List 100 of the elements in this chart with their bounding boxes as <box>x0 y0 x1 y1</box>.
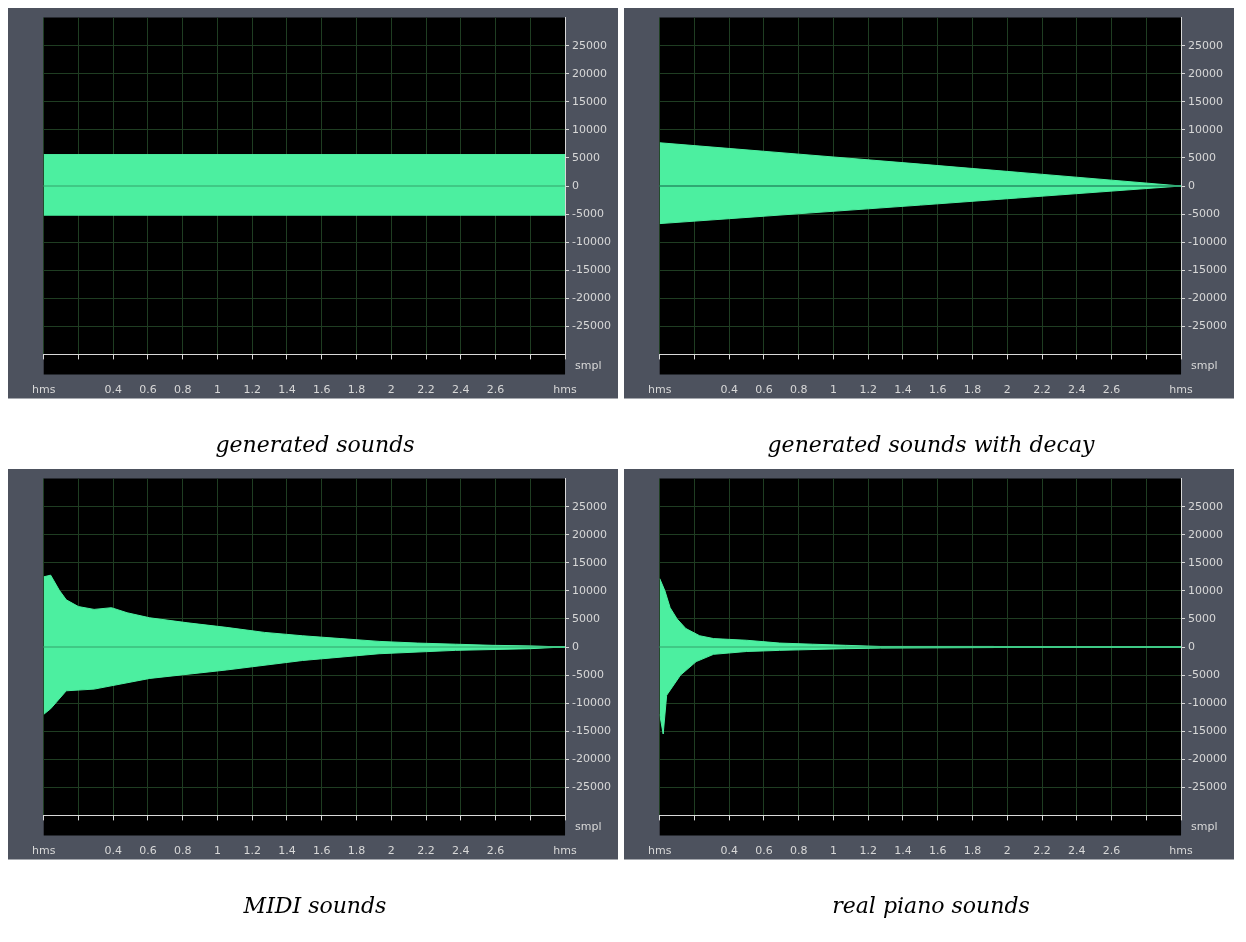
y-tick-label: -15000 <box>572 724 612 738</box>
y-tick-label: 25000 <box>572 499 608 513</box>
y-tick-label: -10000 <box>1188 234 1228 248</box>
y-tick-label: 10000 <box>1188 122 1224 136</box>
y-tick-label: 20000 <box>572 66 608 80</box>
x-tick-label: 1.2 <box>243 382 261 396</box>
x-tick-label: hms <box>553 843 578 857</box>
x-tick-label: 0.8 <box>173 382 192 396</box>
y-axis-title: smpl <box>575 820 602 834</box>
x-tick-label: 1.4 <box>278 382 296 396</box>
x-tick-label: 0.4 <box>104 843 122 857</box>
text: generated sounds <box>215 431 415 457</box>
x-tick-label: 0.6 <box>139 843 157 857</box>
x-tick-label: hms <box>32 843 56 857</box>
y-tick-label: 0 <box>572 178 580 192</box>
x-tick-label: 1 <box>829 382 837 396</box>
y-tick-label: -15000 <box>572 263 612 277</box>
y-axis-title: smpl <box>1191 359 1218 373</box>
x-tick-label: 2.2 <box>1033 843 1051 857</box>
x-tick-label: 2 <box>1003 382 1011 396</box>
y-tick-label: 20000 <box>572 527 608 541</box>
y-tick-label: 10000 <box>572 122 608 136</box>
y-tick-label: -5000 <box>1188 667 1221 681</box>
x-tick-label: 1.2 <box>243 843 261 857</box>
x-tick-label: 0.4 <box>720 382 738 396</box>
x-tick-label: 0.8 <box>789 843 808 857</box>
y-tick-label: -20000 <box>572 752 612 766</box>
y-tick-label: 10000 <box>1188 583 1224 597</box>
x-tick-label: 1.2 <box>859 843 877 857</box>
y-tick-label: -20000 <box>1188 752 1228 766</box>
y-tick-label: -25000 <box>1188 319 1228 333</box>
x-tick-label: 0.6 <box>139 382 157 396</box>
x-tick-label: 2.4 <box>452 843 470 857</box>
y-tick-label: -15000 <box>1188 724 1228 738</box>
x-tick-label: hms <box>648 843 672 857</box>
x-tick-label: hms <box>1169 382 1194 396</box>
text: MIDI sounds <box>242 892 387 918</box>
x-tick-label: 1.8 <box>963 843 982 857</box>
x-tick-label: 2.6 <box>486 382 505 396</box>
y-tick-label: -5000 <box>572 206 605 220</box>
y-tick-label: 5000 <box>572 611 601 625</box>
y-tick-label: 25000 <box>1188 499 1224 513</box>
x-tick-label: 2.4 <box>452 382 470 396</box>
y-tick-label: -5000 <box>1188 206 1221 220</box>
y-tick-label: -10000 <box>572 234 612 248</box>
x-tick-label: 2 <box>387 382 395 396</box>
y-tick-label: -10000 <box>1188 695 1228 709</box>
x-tick-label: 1.4 <box>894 843 912 857</box>
x-tick-label: 1.8 <box>347 843 366 857</box>
y-tick-label: -15000 <box>1188 263 1228 277</box>
y-tick-label: -20000 <box>1188 291 1228 305</box>
y-tick-label: -25000 <box>572 319 612 333</box>
y-tick-label: 25000 <box>572 38 608 52</box>
x-tick-label: 2 <box>1003 843 1011 857</box>
x-tick-label: 1 <box>213 382 221 396</box>
x-tick-label: 1.8 <box>963 382 982 396</box>
x-tick-label: 2.6 <box>1102 382 1121 396</box>
x-tick-label: 1.2 <box>859 382 877 396</box>
y-tick-label: 15000 <box>1188 94 1224 108</box>
y-tick-label: 20000 <box>1188 527 1224 541</box>
y-tick-label: 20000 <box>1188 66 1224 80</box>
x-tick-label: 2 <box>387 843 395 857</box>
x-tick-label: hms <box>32 382 56 396</box>
y-tick-label: -20000 <box>572 291 612 305</box>
x-tick-label: hms <box>1169 843 1194 857</box>
y-tick-label: 0 <box>572 639 580 653</box>
x-tick-label: 2.2 <box>1033 382 1051 396</box>
x-tick-label: 0.4 <box>720 843 738 857</box>
x-tick-label: 1.8 <box>347 382 366 396</box>
y-tick-label: -25000 <box>1188 780 1228 794</box>
x-tick-label: 2.4 <box>1068 843 1086 857</box>
y-tick-label: -10000 <box>572 695 612 709</box>
x-tick-label: 1 <box>213 843 221 857</box>
x-tick-label: 2.6 <box>486 843 505 857</box>
y-tick-label: 25000 <box>1188 38 1224 52</box>
x-tick-label: 2.2 <box>417 843 435 857</box>
x-tick-label: 1.4 <box>278 843 296 857</box>
text: real piano sounds <box>832 892 1030 918</box>
x-tick-label: 0.4 <box>104 382 122 396</box>
x-tick-label: 0.8 <box>789 382 808 396</box>
x-tick-label: 1.4 <box>894 382 912 396</box>
x-tick-label: 1.6 <box>313 843 331 857</box>
x-tick-label: 1.6 <box>929 382 947 396</box>
y-tick-label: -5000 <box>572 667 605 681</box>
y-axis-title: smpl <box>1191 820 1218 834</box>
x-tick-label: hms <box>553 382 578 396</box>
x-tick-label: hms <box>648 382 672 396</box>
y-tick-label: 15000 <box>1188 555 1224 569</box>
y-axis-title: smpl <box>575 359 602 373</box>
x-tick-label: 2.6 <box>1102 843 1121 857</box>
x-tick-label: 2.2 <box>417 382 435 396</box>
text: generated sounds with decay <box>767 431 1096 457</box>
x-tick-label: 2.4 <box>1068 382 1086 396</box>
y-tick-label: -25000 <box>572 780 612 794</box>
x-tick-label: 1.6 <box>929 843 947 857</box>
x-tick-label: 0.8 <box>173 843 192 857</box>
x-tick-label: 0.6 <box>755 843 773 857</box>
y-tick-label: 0 <box>1188 639 1196 653</box>
y-tick-label: 15000 <box>572 94 608 108</box>
x-tick-label: 1.6 <box>313 382 331 396</box>
